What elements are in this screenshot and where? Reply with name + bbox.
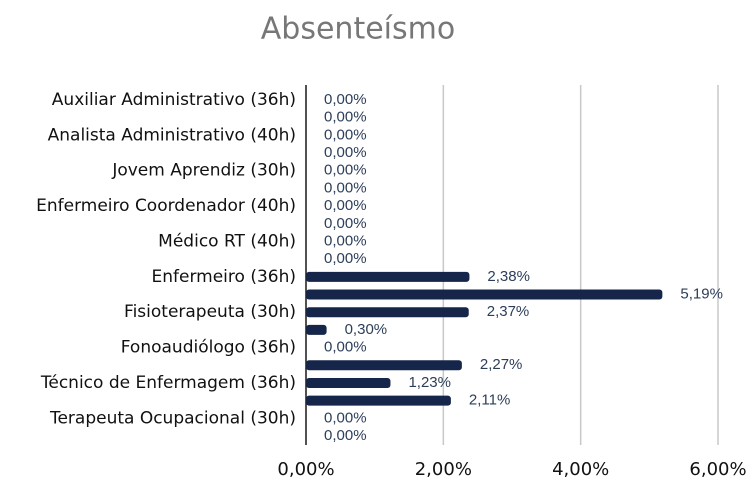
y-tick-label: Enfermeiro (36h) xyxy=(152,267,296,287)
data-label: 0,00% xyxy=(324,197,367,214)
y-tick-label: Fonoaudiólogo (36h) xyxy=(121,338,296,358)
data-label: 0,00% xyxy=(324,427,367,444)
chart-title: Absenteísmo xyxy=(261,12,455,47)
data-label: 0,00% xyxy=(324,91,367,108)
y-tick-label: Auxiliar Administrativo (36h) xyxy=(52,90,296,110)
x-tick-label: 4,00% xyxy=(552,459,609,478)
y-tick-label: Analista Administrativo (40h) xyxy=(48,125,296,145)
x-tick-label: 2,00% xyxy=(415,459,472,478)
data-label: 2,38% xyxy=(487,268,530,285)
y-tick-label: Fisioterapeuta (30h) xyxy=(124,302,296,322)
data-label: 0,00% xyxy=(324,232,367,249)
data-label: 0,00% xyxy=(324,162,367,179)
data-label: 0,00% xyxy=(324,109,367,126)
data-label: 2,27% xyxy=(480,356,523,373)
data-label: 2,11% xyxy=(469,392,510,409)
data-label: 0,00% xyxy=(324,144,367,161)
data-label: 0,00% xyxy=(324,339,367,356)
data-label: 2,37% xyxy=(487,303,530,320)
data-label: 0,00% xyxy=(324,179,367,196)
data-label: 5,19% xyxy=(680,285,723,302)
data-label: 1,23% xyxy=(408,374,451,391)
x-tick-label: 0,00% xyxy=(277,459,334,478)
bar xyxy=(306,289,663,300)
data-label: 0,00% xyxy=(324,250,367,267)
bar xyxy=(306,377,391,388)
bar xyxy=(306,395,451,406)
y-tick-label: Terapeuta Ocupacional (30h) xyxy=(49,408,296,428)
y-tick-label: Técnico de Enfermagem (36h) xyxy=(40,373,296,393)
bar xyxy=(306,360,462,371)
bar xyxy=(306,271,470,282)
x-tick-label: 6,00% xyxy=(689,459,746,478)
y-tick-label: Jovem Aprendiz (30h) xyxy=(111,161,296,181)
y-tick-label: Enfermeiro Coordenador (40h) xyxy=(36,196,296,216)
data-label: 0,30% xyxy=(345,321,388,338)
data-label: 0,00% xyxy=(324,409,367,426)
bar xyxy=(306,324,327,335)
y-tick-label: Médico RT (40h) xyxy=(158,231,296,251)
data-label: 0,00% xyxy=(324,215,367,232)
data-label: 0,00% xyxy=(324,126,367,143)
bar xyxy=(306,307,469,318)
